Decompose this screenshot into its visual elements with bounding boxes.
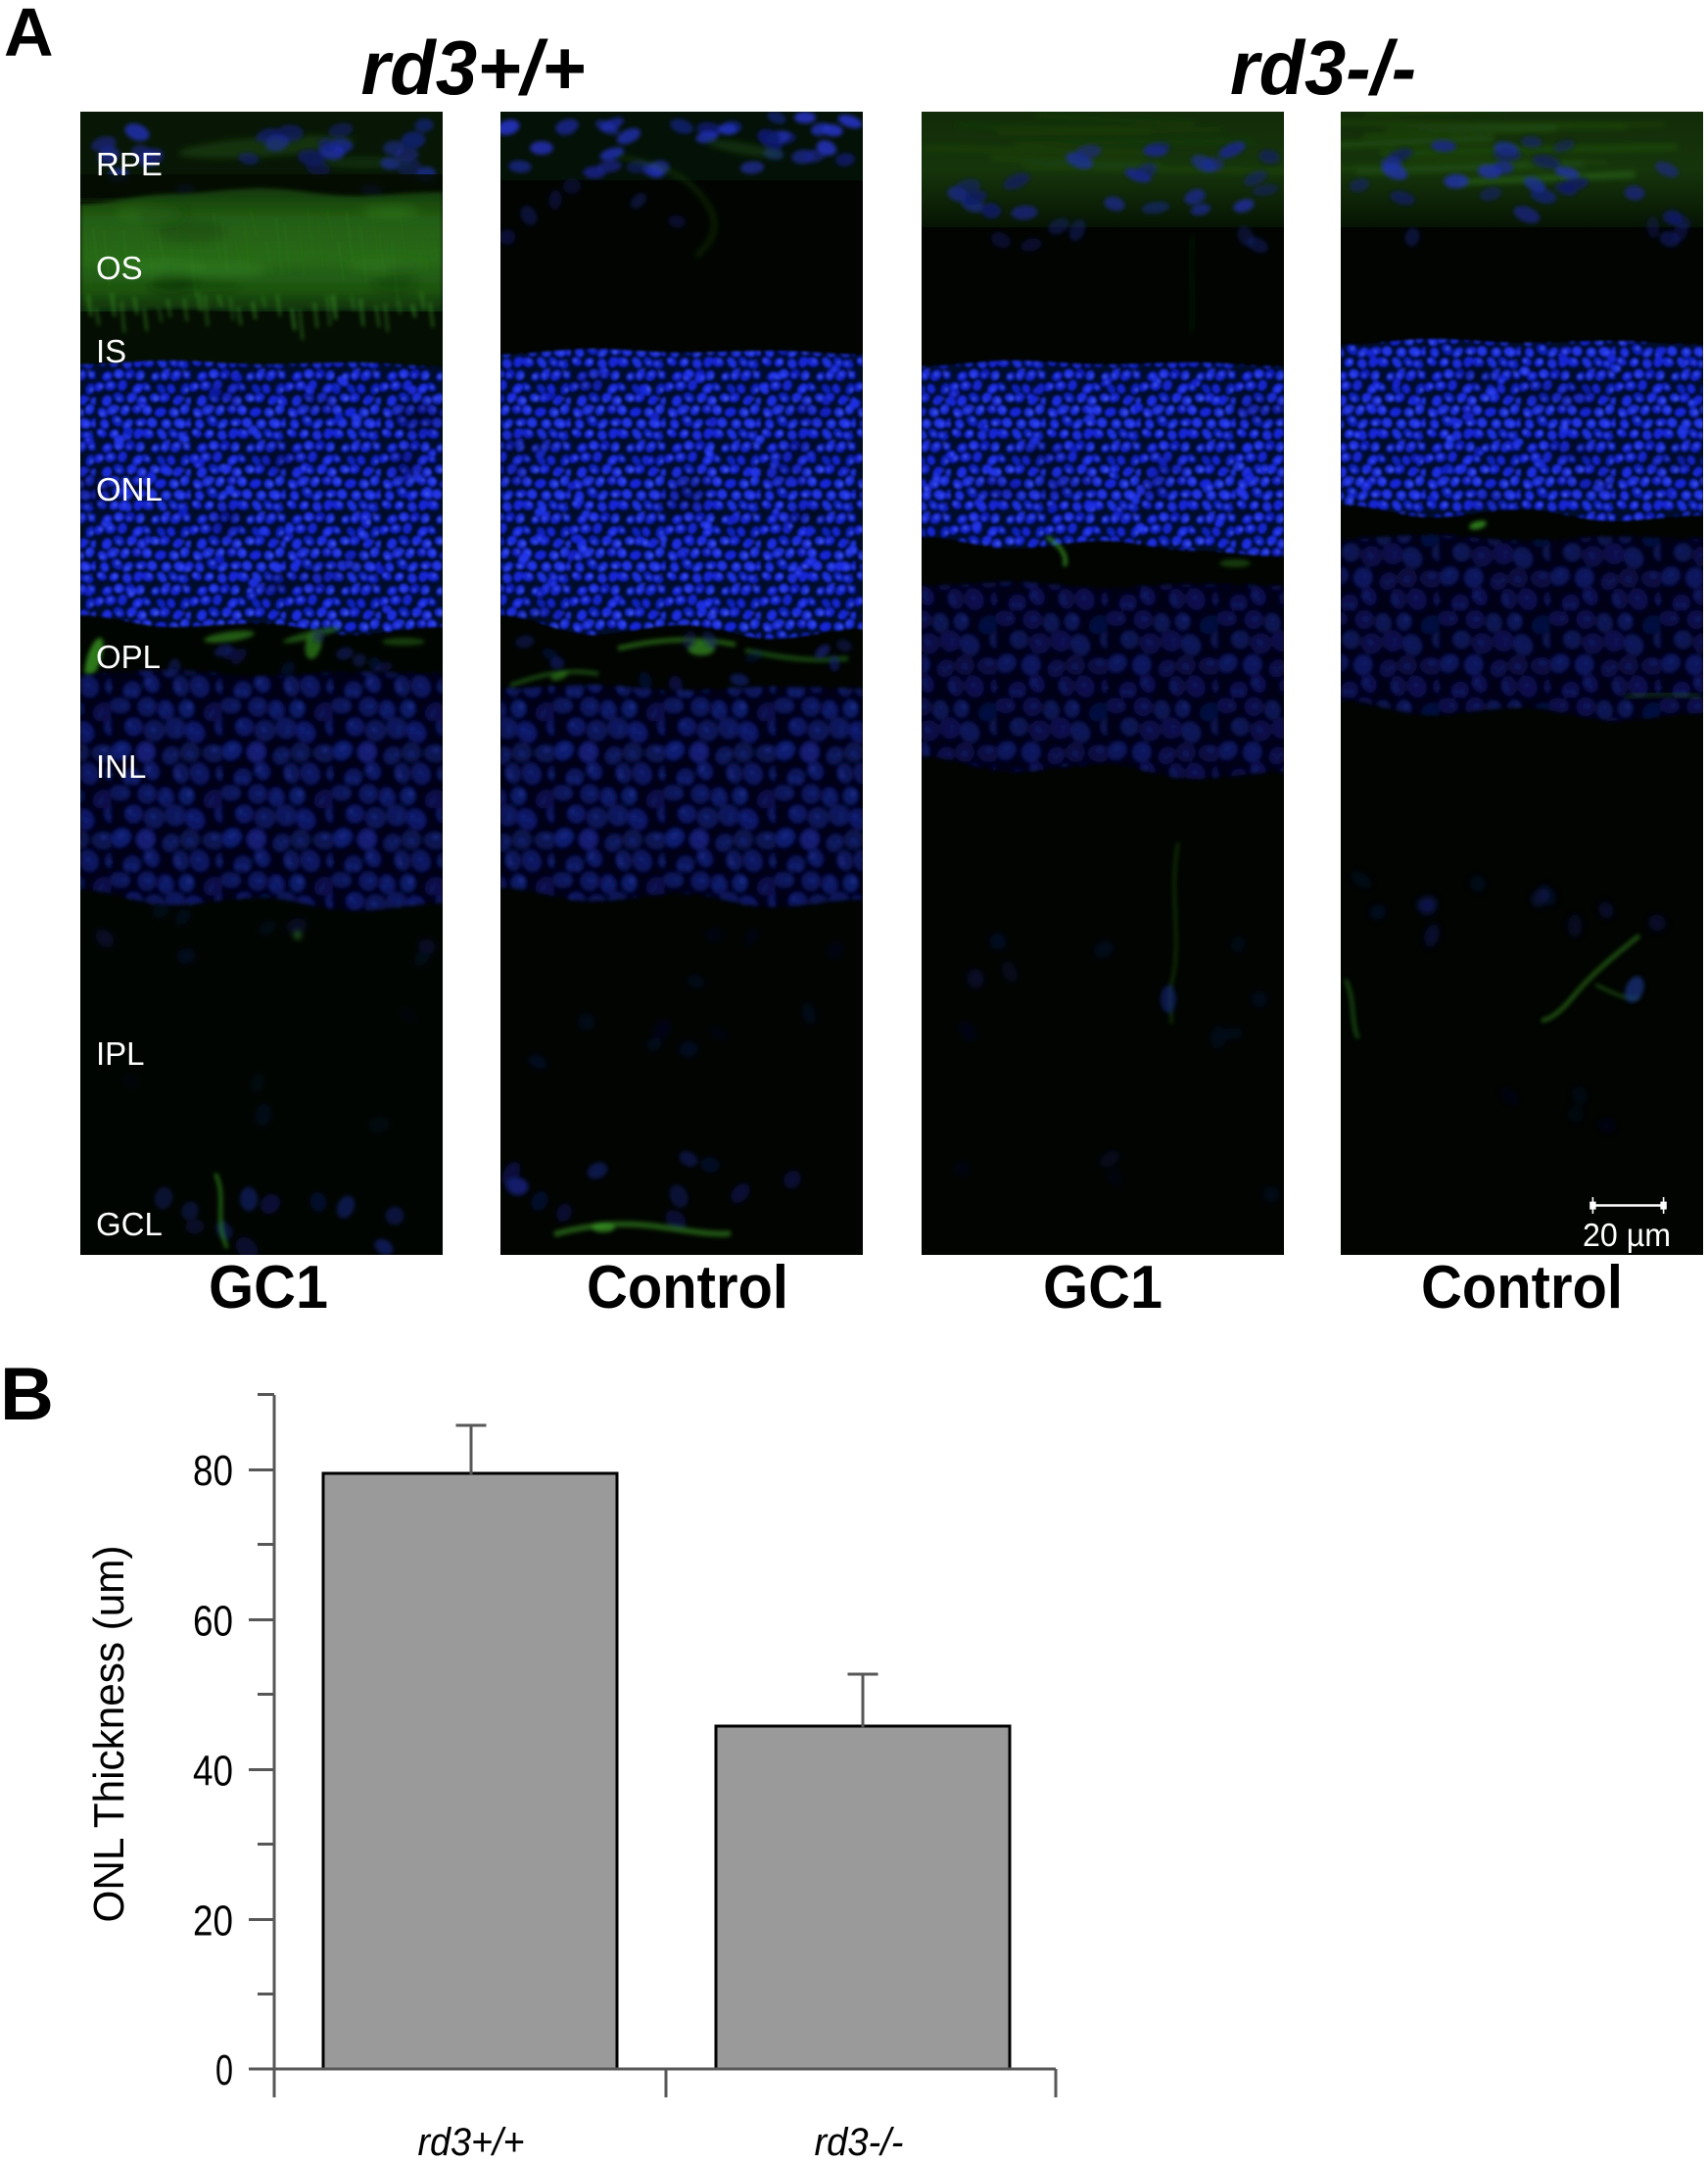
svg-text:20 µm: 20 µm bbox=[1583, 1217, 1671, 1253]
svg-text:GC1: GC1 bbox=[1043, 1254, 1162, 1322]
svg-text:IPL: IPL bbox=[96, 1035, 145, 1072]
svg-text:0: 0 bbox=[215, 2046, 233, 2094]
svg-text:80: 80 bbox=[193, 1447, 233, 1495]
svg-text:GC1: GC1 bbox=[209, 1254, 328, 1322]
svg-text:40: 40 bbox=[193, 1748, 233, 1796]
svg-text:rd3+/+: rd3+/+ bbox=[418, 2121, 525, 2163]
svg-text:OS: OS bbox=[96, 250, 143, 286]
svg-text:ONL: ONL bbox=[96, 471, 163, 507]
svg-text:rd3-/-: rd3-/- bbox=[815, 2121, 904, 2163]
svg-text:GCL: GCL bbox=[96, 1206, 163, 1242]
svg-text:OPL: OPL bbox=[96, 639, 161, 675]
svg-text:rd3-/-: rd3-/- bbox=[1230, 24, 1416, 111]
svg-text:Control: Control bbox=[1421, 1254, 1623, 1322]
svg-text:INL: INL bbox=[96, 748, 146, 785]
svg-text:Control: Control bbox=[587, 1254, 788, 1322]
svg-text:ONL Thickness (um): ONL Thickness (um) bbox=[85, 1546, 133, 1923]
svg-text:20: 20 bbox=[193, 1898, 233, 1946]
svg-text:RPE: RPE bbox=[96, 146, 163, 182]
svg-text:rd3+/+: rd3+/+ bbox=[361, 24, 586, 111]
svg-text:60: 60 bbox=[193, 1598, 233, 1646]
svg-text:A: A bbox=[4, 0, 54, 71]
svg-text:IS: IS bbox=[96, 333, 126, 369]
svg-text:B: B bbox=[0, 1353, 54, 1436]
